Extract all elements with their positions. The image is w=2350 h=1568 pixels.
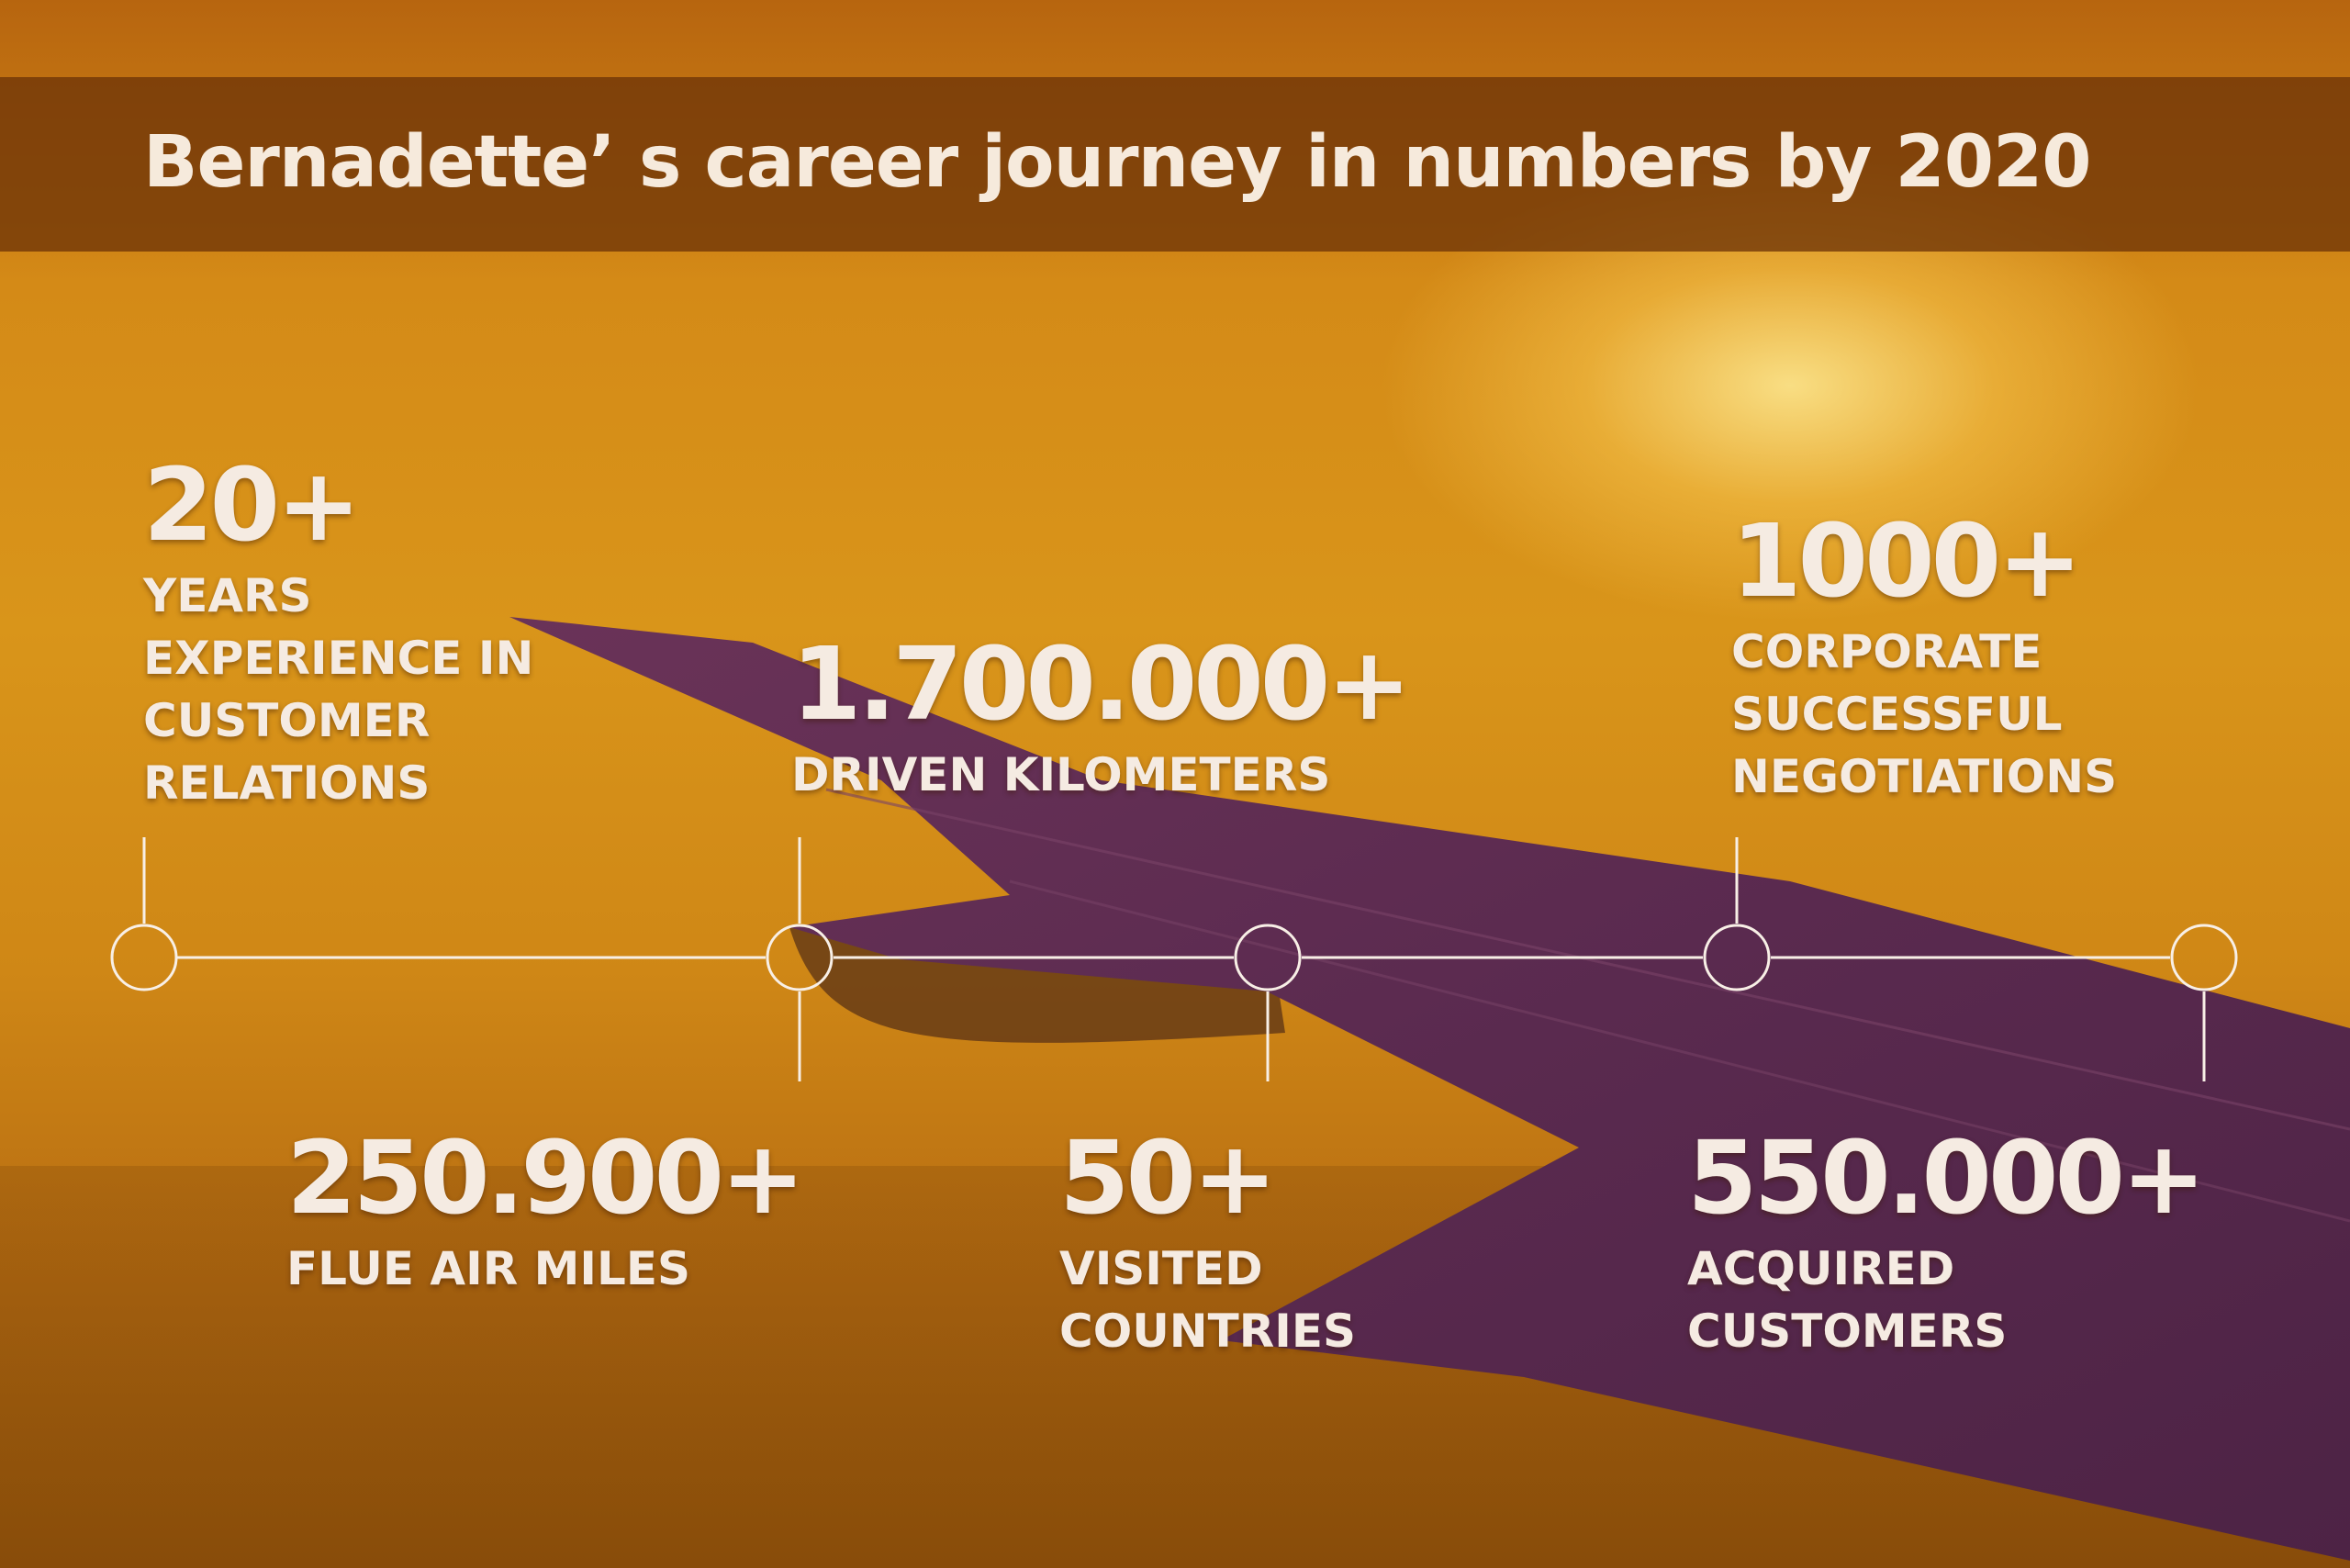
stat-label: CORPORATE SUCCESSFUL NEGOTIATIONS: [1731, 625, 2118, 803]
page-title: Bernadette’ s career journey in numbers …: [143, 121, 2092, 204]
stat-value: 1.700.000+: [791, 625, 1412, 743]
stat-value: 1000+: [1731, 502, 2082, 620]
stat-label: DRIVEN KILOMETERS: [791, 748, 1331, 801]
stat-visited-countries: 50+ VISITED COUNTRIES: [1059, 1127, 1356, 1362]
timeline-node: [2170, 924, 2238, 991]
timeline-node: [110, 924, 178, 991]
stat-value: 50+: [1059, 1119, 1277, 1237]
stat-label: YEARS EXPERIENCE IN CUSTOMER RELATIONS: [143, 569, 534, 810]
wing-panel-line: [825, 788, 2350, 1131]
stat-driven-kilometers: 1.700.000+ DRIVEN KILOMETERS: [791, 625, 1412, 806]
title-bar: [0, 77, 2350, 252]
timeline-node: [1234, 924, 1302, 991]
stat-label: FLUE AIR MILES: [286, 1242, 690, 1295]
stat-value: 20+: [143, 446, 361, 564]
wing-panel-line: [1009, 879, 2350, 1223]
stat-value: 250.900+: [286, 1119, 805, 1237]
stat-negotiations: 1000+ CORPORATE SUCCESSFUL NEGOTIATIONS: [1731, 510, 2117, 808]
stat-label: VISITED COUNTRIES: [1059, 1242, 1357, 1358]
stat-acquired-customers: 550.000+ ACQUIRED CUSTOMERS: [1687, 1119, 2206, 1362]
timeline-node: [1703, 924, 1771, 991]
stat-value: 550.000+: [1687, 1119, 2206, 1237]
timeline-node: [766, 924, 834, 991]
stat-air-miles: 250.900+ FLUE AIR MILES: [286, 1119, 805, 1300]
wing-body: [509, 617, 2350, 1561]
stat-years-experience: 20+ YEARS EXPERIENCE IN CUSTOMER RELATIO…: [143, 454, 533, 814]
stat-label: ACQUIRED CUSTOMERS: [1687, 1242, 2008, 1358]
